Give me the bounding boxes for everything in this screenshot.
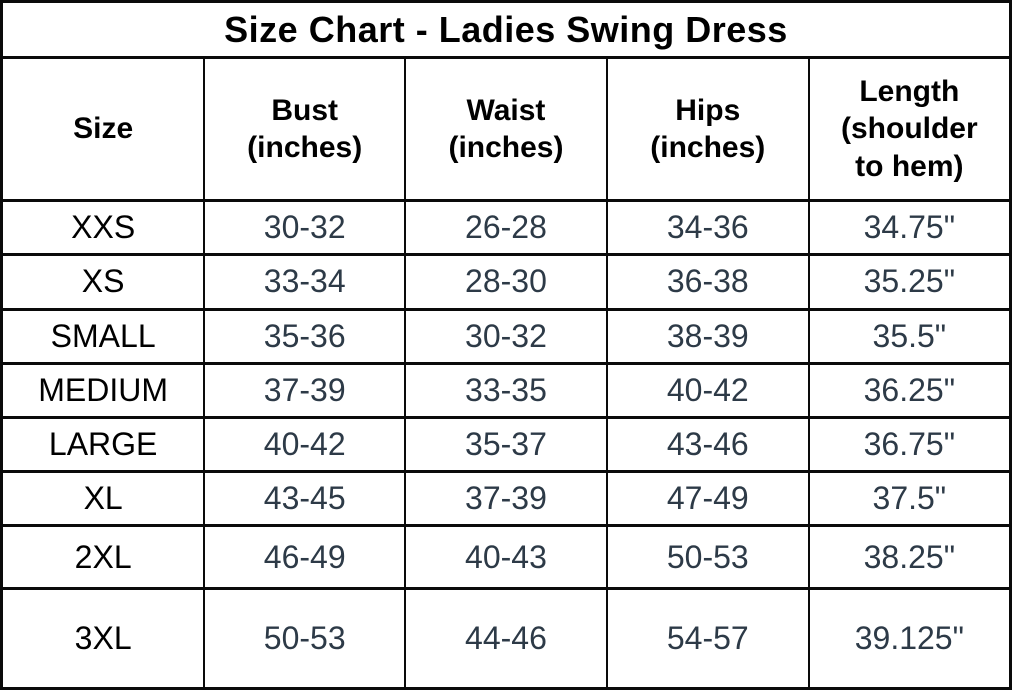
table-row-2xl: 2XL 46-49 40-43 50-53 38.25" [0, 524, 1012, 590]
waist-value: 30-32 [404, 307, 608, 365]
size-label: LARGE [0, 415, 206, 474]
waist-value: 44-46 [404, 586, 608, 690]
column-header-waist: Waist (inches) [404, 56, 608, 203]
waist-value: 40-43 [404, 524, 608, 590]
length-value: 36.75" [807, 415, 1012, 474]
chart-title: Size Chart - Ladies Swing Dress [0, 0, 1012, 60]
table-row-3xl: 3XL 50-53 44-46 54-57 39.125" [0, 586, 1012, 690]
bust-value: 40-42 [203, 415, 407, 474]
size-label: SMALL [0, 307, 206, 365]
size-label: MEDIUM [0, 361, 206, 419]
hips-value: 50-53 [605, 524, 810, 590]
waist-value: 35-37 [404, 415, 608, 474]
hips-value: 40-42 [605, 361, 810, 419]
hips-value: 54-57 [605, 586, 810, 690]
table-row-medium: MEDIUM 37-39 33-35 40-42 36.25" [0, 361, 1012, 419]
bust-value: 33-34 [203, 253, 407, 311]
hips-value: 34-36 [605, 199, 810, 257]
column-header-size: Size [0, 56, 206, 203]
table-row-large: LARGE 40-42 35-37 43-46 36.75" [0, 415, 1012, 474]
hips-value: 38-39 [605, 307, 810, 365]
length-value: 38.25" [807, 524, 1012, 590]
size-label: XL [0, 470, 206, 528]
waist-value: 33-35 [404, 361, 608, 419]
size-label: XXS [0, 199, 206, 257]
hips-value: 47-49 [605, 470, 810, 528]
bust-value: 35-36 [203, 307, 407, 365]
hips-value: 43-46 [605, 415, 810, 474]
header-row: Size Bust (inches) Waist (inches) Hips (… [0, 56, 1012, 203]
size-label: 3XL [0, 586, 206, 690]
waist-value: 28-30 [404, 253, 608, 311]
bust-value: 46-49 [203, 524, 407, 590]
column-header-length: Length (shoulder to hem) [807, 56, 1012, 203]
title-row: Size Chart - Ladies Swing Dress [0, 0, 1012, 60]
length-value: 37.5" [807, 470, 1012, 528]
column-header-bust: Bust (inches) [203, 56, 407, 203]
table-row-small: SMALL 35-36 30-32 38-39 35.5" [0, 307, 1012, 365]
bust-value: 50-53 [203, 586, 407, 690]
waist-value: 26-28 [404, 199, 608, 257]
bust-value: 43-45 [203, 470, 407, 528]
size-label: XS [0, 253, 206, 311]
size-label: 2XL [0, 524, 206, 590]
table-row-xxs: XXS 30-32 26-28 34-36 34.75" [0, 199, 1012, 257]
length-value: 35.5" [807, 307, 1012, 365]
length-value: 39.125" [807, 586, 1012, 690]
column-header-hips: Hips (inches) [605, 56, 810, 203]
waist-value: 37-39 [404, 470, 608, 528]
length-value: 36.25" [807, 361, 1012, 419]
bust-value: 37-39 [203, 361, 407, 419]
hips-value: 36-38 [605, 253, 810, 311]
bust-value: 30-32 [203, 199, 407, 257]
length-value: 35.25" [807, 253, 1012, 311]
length-value: 34.75" [807, 199, 1012, 257]
table-row-xs: XS 33-34 28-30 36-38 35.25" [0, 253, 1012, 311]
table-row-xl: XL 43-45 37-39 47-49 37.5" [0, 470, 1012, 528]
